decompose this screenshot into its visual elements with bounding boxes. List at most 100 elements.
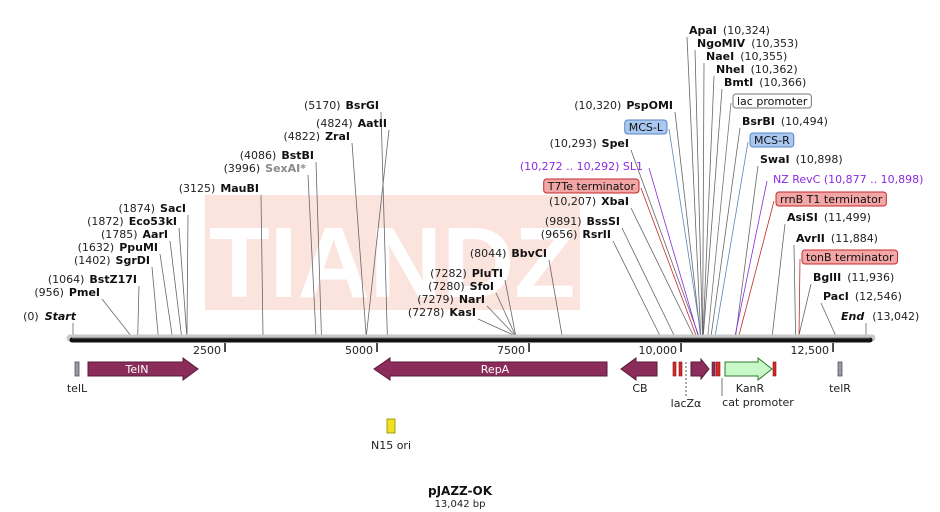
site-pos-bmti: (10,366) bbox=[759, 76, 806, 89]
site-name-ppumi[interactable]: PpuMI bbox=[119, 241, 158, 254]
site-line-asisi bbox=[771, 223, 786, 337]
site-name-swai[interactable]: SwaI bbox=[760, 153, 790, 166]
n15-ori-feature[interactable] bbox=[386, 418, 396, 434]
site-name-bstbi[interactable]: BstBI bbox=[281, 149, 314, 162]
site-name-nhei[interactable]: NheI bbox=[716, 63, 745, 76]
site-pos-spei: (10,293) bbox=[550, 137, 597, 150]
teln-gene-arrow[interactable] bbox=[87, 357, 199, 381]
repa-gene-arrow[interactable] bbox=[373, 357, 608, 381]
callout-tonb-terminator[interactable]: tonB terminator bbox=[806, 251, 894, 264]
site-name-rsrii[interactable]: RsrII bbox=[582, 228, 611, 241]
cat-promoter-label: cat promoter bbox=[722, 396, 794, 409]
site-name-sexai[interactable]: SexAI* bbox=[265, 162, 306, 175]
site-name-spei[interactable]: SpeI bbox=[602, 137, 629, 150]
site-pos-saci: (1874) bbox=[118, 202, 155, 215]
site-lines bbox=[72, 36, 867, 337]
site-line-zrai bbox=[351, 142, 367, 337]
site-name-bglii[interactable]: BglII bbox=[813, 271, 841, 284]
lacz-alpha-arrow[interactable] bbox=[690, 357, 710, 381]
site-name-naei[interactable]: NaeI bbox=[706, 50, 734, 63]
site-pos-bsssi: (9891) bbox=[545, 215, 582, 228]
site-pos-bsrgi: (5170) bbox=[304, 99, 341, 112]
site-line-bstbi bbox=[315, 161, 322, 337]
site-line-bsrbi bbox=[710, 127, 741, 337]
site-pos-zrai: (4822) bbox=[284, 130, 321, 143]
kanr-gene-arrow[interactable] bbox=[724, 356, 773, 382]
t7te-terminator-marker[interactable] bbox=[672, 361, 677, 377]
site-name-avrii[interactable]: AvrII bbox=[796, 232, 825, 245]
site-name-bstz17i[interactable]: BstZ17I bbox=[89, 273, 137, 286]
site-pos-sfoi: (7280) bbox=[428, 280, 465, 293]
site-pos-bbvci: (8044) bbox=[470, 247, 507, 260]
site-pos-ngomiv: (10,353) bbox=[751, 37, 798, 50]
callout-line-t7te-terminator bbox=[640, 187, 697, 337]
lac-promoter-marker[interactable] bbox=[711, 361, 716, 377]
site-name-pmei[interactable]: PmeI bbox=[69, 286, 100, 299]
site-pos-maubi: (3125) bbox=[179, 182, 216, 195]
callout-line-mcs-l bbox=[668, 128, 702, 337]
kanr-label: KanR bbox=[736, 382, 765, 395]
telL-label: telL bbox=[67, 382, 88, 395]
callout-t7te-terminator[interactable]: T7Te terminator bbox=[547, 180, 636, 193]
site-name-pluti[interactable]: PluTI bbox=[472, 267, 503, 280]
site-line-xbai bbox=[630, 207, 694, 337]
site-name-sgrdi[interactable]: SgrDI bbox=[116, 254, 150, 267]
site-name-aatii[interactable]: AatII bbox=[358, 117, 387, 130]
site-name-bsssi[interactable]: BssSI bbox=[587, 215, 621, 228]
site-name-xbai[interactable]: XbaI bbox=[601, 195, 629, 208]
callout-mcs-r[interactable]: MCS-R bbox=[754, 134, 790, 147]
site-name-zrai[interactable]: ZraI bbox=[325, 130, 350, 143]
telR-feature[interactable] bbox=[837, 361, 843, 377]
site-pos-bglii: (11,936) bbox=[847, 271, 894, 284]
site-pos-bstbi: (4086) bbox=[240, 149, 277, 162]
rrnb-terminator-marker[interactable] bbox=[715, 361, 721, 377]
site-name-aari[interactable]: AarI bbox=[143, 228, 168, 241]
site-pos-nari: (7279) bbox=[417, 293, 454, 306]
callout-rrnb-t1-terminator[interactable]: rrnB T1 terminator bbox=[780, 193, 883, 206]
site-labels: PmeI(956)BstZ17I(1064)SgrDI(1402)PpuMI(1… bbox=[23, 24, 919, 323]
callout-mcs-l[interactable]: MCS-L bbox=[629, 121, 664, 134]
site-pos-xbai: (10,207) bbox=[549, 195, 596, 208]
site-pos-swai: (10,898) bbox=[796, 153, 843, 166]
tonb-terminator-marker[interactable] bbox=[772, 361, 777, 377]
site-name-apai[interactable]: ApaI bbox=[689, 24, 717, 37]
site-name-pspomi[interactable]: PspOMI bbox=[626, 99, 673, 112]
site-line-pspomi bbox=[674, 111, 701, 337]
site-name-kasi[interactable]: KasI bbox=[449, 306, 476, 319]
cb-gene-arrow[interactable] bbox=[620, 357, 658, 381]
site-name-sfoi[interactable]: SfoI bbox=[470, 280, 494, 293]
callout-lac-promoter[interactable]: lac promoter bbox=[737, 95, 808, 108]
site-name-nari[interactable]: NarI bbox=[459, 293, 485, 306]
site-name-bmti[interactable]: BmtI bbox=[724, 76, 753, 89]
site-line-bsrgi bbox=[380, 111, 388, 337]
callout-nz-revc-10-877-10-898[interactable]: NZ RevC (10,877 .. 10,898) bbox=[773, 173, 923, 186]
callout-10-272-10-292-sl1[interactable]: (10,272 .. 10,292) SL1 bbox=[520, 160, 643, 173]
site-line-saci bbox=[186, 214, 189, 337]
site-name-eco53ki[interactable]: Eco53kI bbox=[129, 215, 177, 228]
callout-box-lac-promoter bbox=[732, 93, 812, 109]
plasmid-size: 13,042 bp bbox=[435, 499, 486, 510]
site-name-bbvci[interactable]: BbvCI bbox=[511, 247, 547, 260]
site-pos-aatii: (4824) bbox=[316, 117, 353, 130]
telL-feature[interactable] bbox=[74, 361, 80, 377]
site-name-bsrgi[interactable]: BsrGI bbox=[346, 99, 379, 112]
callout-line-tonb-terminator bbox=[798, 258, 801, 337]
tick-label-2500: 2500 bbox=[193, 344, 221, 357]
site-line-pluti bbox=[504, 279, 517, 337]
site-name-maubi[interactable]: MauBI bbox=[220, 182, 259, 195]
callout-line-lac-promoter bbox=[707, 102, 732, 337]
site-line-sfoi bbox=[495, 292, 517, 337]
site-line-maubi bbox=[260, 194, 264, 337]
site-name-paci[interactable]: PacI bbox=[823, 290, 849, 303]
site-name-ngomiv[interactable]: NgoMIV bbox=[697, 37, 746, 50]
callout-box-rrnb-t1-terminator bbox=[775, 191, 887, 207]
site-name-saci[interactable]: SacI bbox=[160, 202, 186, 215]
site-line-apai bbox=[686, 36, 702, 337]
telR-label: telR bbox=[829, 382, 851, 395]
terminator-marker-2[interactable] bbox=[678, 361, 683, 377]
site-name-bsrbi[interactable]: BsrBI bbox=[742, 115, 775, 128]
site-line-spei bbox=[630, 149, 700, 337]
callout-line-nz-revc-10-877-10-898 bbox=[734, 180, 768, 337]
site-name-asisi[interactable]: AsiSI bbox=[787, 211, 818, 224]
